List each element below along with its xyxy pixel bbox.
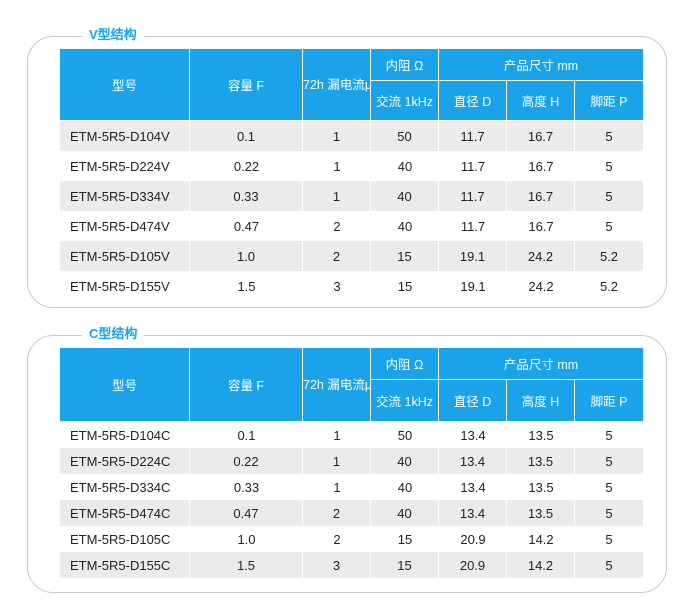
header-model: 型号 [60, 348, 190, 422]
header-capacity: 容量 F [190, 49, 303, 121]
header-resistance: 内阻 Ω [371, 348, 439, 380]
table-row: ETM-5R5-D224V 0.22 1 40 11.7 16.7 5 [60, 151, 644, 181]
table-row: ETM-5R5-D104C 0.1 1 50 13.4 13.5 5 [60, 422, 644, 448]
header-pitch: 脚距 P [575, 81, 644, 121]
header-diameter: 直径 D [439, 81, 507, 121]
header-size: 产品尺寸 mm [439, 49, 644, 81]
v-structure-table: 型号 容量 F 72h 漏电流μA 内阻 Ω 产品尺寸 mm 交流 1kHz 直… [60, 49, 644, 301]
header-diameter: 直径 D [439, 380, 507, 422]
header-model: 型号 [60, 49, 190, 121]
table-row: ETM-5R5-D474V 0.47 2 40 11.7 16.7 5 [60, 211, 644, 241]
table-row: ETM-5R5-D105C 1.0 2 15 20.9 14.2 5 [60, 526, 644, 552]
header-leakage: 72h 漏电流μA [303, 348, 371, 422]
table-row: ETM-5R5-D155C 1.5 3 15 20.9 14.2 5 [60, 552, 644, 578]
c-structure-title: C型结构 [82, 326, 145, 342]
header-resistance: 内阻 Ω [371, 49, 439, 81]
table-row: ETM-5R5-D104V 0.1 1 50 11.7 16.7 5 [60, 121, 644, 151]
v-structure-title: V型结构 [82, 27, 144, 43]
table-row: ETM-5R5-D334V 0.33 1 40 11.7 16.7 5 [60, 181, 644, 211]
table-row: ETM-5R5-D105V 1.0 2 15 19.1 24.2 5.2 [60, 241, 644, 271]
header-height: 高度 H [507, 380, 575, 422]
c-structure-table: 型号 容量 F 72h 漏电流μA 内阻 Ω 产品尺寸 mm 交流 1kHz 直… [60, 348, 644, 578]
header-leakage: 72h 漏电流μA [303, 49, 371, 121]
table-row: ETM-5R5-D334C 0.33 1 40 13.4 13.5 5 [60, 474, 644, 500]
header-resistance-sub: 交流 1kHz [371, 81, 439, 121]
header-capacity: 容量 F [190, 348, 303, 422]
table-row: ETM-5R5-D224C 0.22 1 40 13.4 13.5 5 [60, 448, 644, 474]
table-row: ETM-5R5-D155V 1.5 3 15 19.1 24.2 5.2 [60, 271, 644, 301]
header-size: 产品尺寸 mm [439, 348, 644, 380]
header-height: 高度 H [507, 81, 575, 121]
table-row: ETM-5R5-D474C 0.47 2 40 13.4 13.5 5 [60, 500, 644, 526]
header-pitch: 脚距 P [575, 380, 644, 422]
header-resistance-sub: 交流 1kHz [371, 380, 439, 422]
